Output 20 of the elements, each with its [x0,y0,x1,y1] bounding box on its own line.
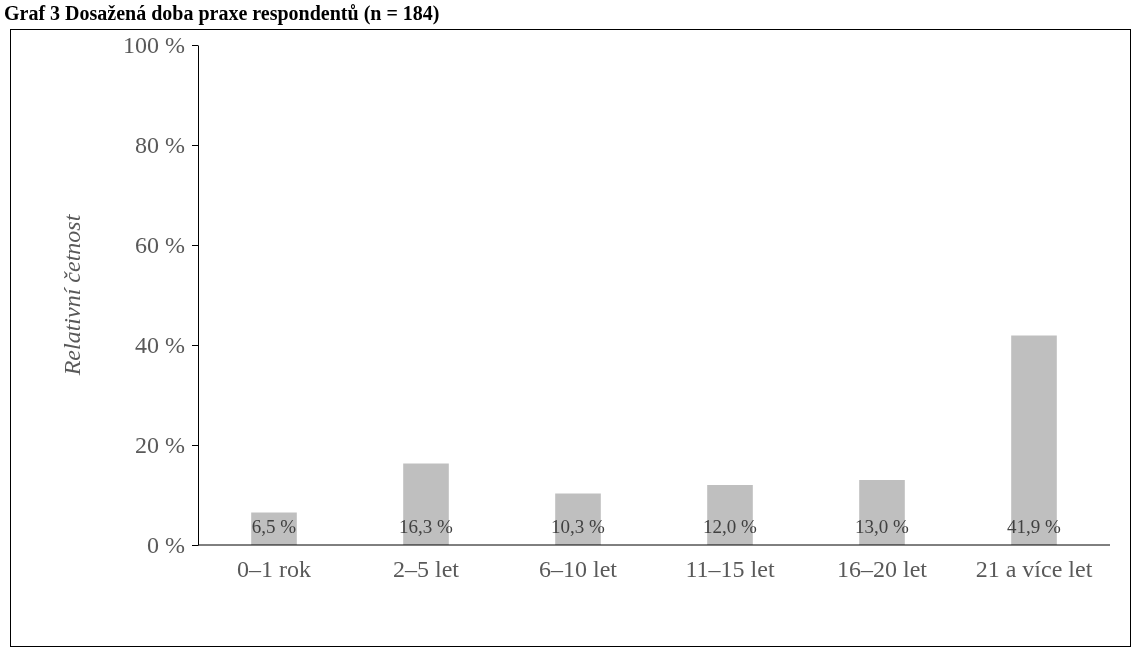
x-tick-label: 16–20 let [837,555,928,582]
y-tick-label: 20 % [135,432,185,459]
y-axis-title: Relativní četnost [59,213,85,377]
data-label: 6,5 % [251,516,297,537]
y-tick-label: 80 % [135,132,185,159]
y-tick-label: 60 % [135,232,185,259]
x-tick-label: 11–15 let [685,555,775,582]
x-tick-label: 21 a více let [975,555,1093,582]
x-tick-label: 6–10 let [539,555,618,582]
data-label: 12,0 % [703,516,758,537]
data-label: 10,3 % [551,516,606,537]
x-tick-label: 2–5 let [393,555,460,582]
data-label: 41,9 % [1007,516,1062,537]
y-tick-label: 40 % [135,332,185,359]
y-tick-label: 100 % [123,32,185,59]
data-label: 13,0 % [855,516,910,537]
chart-title: Graf 3 Dosažená doba praxe respondentů (n = 184) [4,2,440,25]
y-tick-label: 0 % [147,532,185,559]
x-tick-label: 0–1 rok [237,555,311,582]
data-label: 16,3 % [399,516,454,537]
